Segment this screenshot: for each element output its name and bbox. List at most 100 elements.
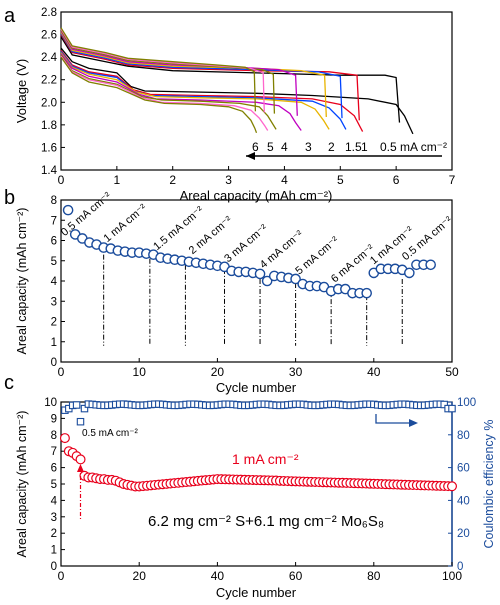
chart-a-rate-labels: 6 5 4 3 2 1.5 1 0.5 mA cm⁻² bbox=[252, 140, 447, 154]
rate-label: 4 bbox=[281, 140, 288, 154]
x-tick-label: 10 bbox=[133, 365, 147, 379]
discharge-curve bbox=[60, 54, 277, 130]
rate-label: 6 bbox=[252, 140, 259, 154]
y-tick-label: 2.4 bbox=[41, 52, 58, 64]
charge-curve bbox=[60, 28, 265, 113]
right-y-tick-label: 0 bbox=[457, 561, 463, 573]
discharge-curve bbox=[60, 47, 414, 135]
coulombic-efficiency-point bbox=[80, 404, 89, 413]
right-y-tick-label: 100 bbox=[457, 397, 476, 409]
rate-label: 3 bbox=[305, 140, 312, 154]
chart-b-x-label: Cycle number bbox=[216, 380, 297, 395]
rate-label: 2 bbox=[328, 140, 335, 154]
right-y-tick-label: 40 bbox=[457, 495, 470, 507]
charge-curve bbox=[60, 29, 276, 114]
y-tick-label: 9 bbox=[51, 413, 57, 425]
y-tick-label: 0 bbox=[51, 561, 57, 573]
chart-c-x-label: Cycle number bbox=[216, 585, 297, 600]
chart-b-y-ticks: 0 1 2 3 4 5 6 7 8 bbox=[51, 195, 65, 369]
y-tick-label: 2 bbox=[51, 528, 57, 540]
y-tick-label: 6 bbox=[51, 463, 57, 475]
x-tick-label: 0 bbox=[58, 365, 65, 379]
x-tick-label: 50 bbox=[445, 365, 459, 379]
y-tick-label: 1 bbox=[51, 545, 57, 557]
rate-label: 1 bbox=[361, 140, 368, 154]
y-tick-label: 7 bbox=[51, 446, 57, 458]
y-tick-label: 2.6 bbox=[41, 30, 57, 42]
discharge-curve bbox=[60, 52, 330, 130]
rate-label: 6 mA cm⁻² bbox=[329, 242, 377, 285]
x-tick-label: 3 bbox=[225, 173, 232, 187]
chart-a-frame bbox=[60, 11, 453, 171]
chart-b-x-ticks: 0 10 20 30 40 50 bbox=[58, 358, 459, 379]
chart-b-rate-dividers bbox=[103, 254, 403, 346]
chart-b-y-label: Areal capacity (mAh cm⁻²) bbox=[15, 208, 29, 355]
chart-c-ce-arrow bbox=[375, 414, 411, 424]
capacity-point bbox=[59, 433, 70, 444]
discharge-curve bbox=[60, 51, 347, 130]
y-tick-label: 4 bbox=[51, 276, 58, 288]
capacity-point bbox=[261, 275, 273, 287]
charge-curve bbox=[60, 30, 298, 116]
x-tick-label: 20 bbox=[211, 365, 225, 379]
chart-c-ce-arrowhead bbox=[409, 419, 418, 427]
chart-a-rate-arrowhead bbox=[246, 152, 255, 160]
coulombic-efficiency-point bbox=[76, 417, 85, 426]
panel-letter-b: b bbox=[4, 187, 15, 209]
y-tick-label: 1.8 bbox=[41, 120, 57, 132]
x-tick-label: 7 bbox=[449, 173, 456, 187]
charge-curve bbox=[60, 36, 401, 123]
x-tick-label: 6 bbox=[393, 173, 400, 187]
x-tick-label: 2 bbox=[169, 173, 176, 187]
coulombic-efficiency-point bbox=[440, 400, 448, 409]
panel-letter-a: a bbox=[4, 5, 16, 27]
capacity-point bbox=[361, 287, 372, 299]
chart-c-right-y-ticks: 0 20 40 60 80 100 bbox=[448, 397, 476, 573]
chart-c-coulombic-efficiency-points bbox=[61, 400, 456, 426]
chart-c-annotation-0p5: 0.5 mA cm⁻² bbox=[82, 428, 139, 439]
x-tick-label: 40 bbox=[367, 365, 381, 379]
chart-c-right-y-label: Coulombic efficiency % bbox=[482, 420, 496, 549]
x-tick-label: 1 bbox=[114, 173, 121, 187]
capacity-point bbox=[290, 273, 301, 285]
chart-c-y-label: Areal capacity (mAh cm⁻²) bbox=[15, 411, 29, 558]
chart-c-x-ticks: 0 20 40 60 80 100 bbox=[58, 562, 462, 583]
chart-c-annotation-1: 1 mA cm⁻² bbox=[232, 451, 299, 467]
x-tick-label: 0 bbox=[58, 173, 65, 187]
chart-b-points bbox=[62, 204, 436, 299]
y-tick-label: 1.4 bbox=[41, 165, 58, 177]
y-tick-label: 4 bbox=[51, 495, 58, 507]
y-tick-label: 5 bbox=[51, 256, 57, 268]
rate-label: 5 bbox=[267, 140, 274, 154]
chart-a-x-label: Areal capacity (mAh cm⁻²) bbox=[180, 188, 333, 203]
charge-curve bbox=[60, 33, 343, 119]
y-tick-label: 2.0 bbox=[41, 97, 57, 109]
x-tick-label: 30 bbox=[289, 365, 303, 379]
chart-c-y-ticks: 0 1 2 3 4 5 6 7 8 9 10 bbox=[44, 397, 65, 573]
capacity-point bbox=[62, 204, 74, 216]
y-tick-label: 3 bbox=[51, 296, 57, 308]
capacity-point bbox=[447, 481, 458, 492]
capacity-point bbox=[425, 259, 436, 271]
x-tick-label: 100 bbox=[442, 569, 462, 583]
y-tick-label: 3 bbox=[51, 512, 57, 524]
capacity-point bbox=[75, 454, 86, 465]
x-tick-label: 5 bbox=[337, 173, 344, 187]
y-tick-label: 7 bbox=[51, 215, 57, 227]
discharge-curve bbox=[60, 56, 258, 134]
coulombic-efficiency-point bbox=[448, 404, 456, 413]
rate-label: 1 mA cm⁻² bbox=[101, 202, 149, 245]
y-tick-label: 2.8 bbox=[41, 7, 57, 19]
x-tick-label: 40 bbox=[211, 569, 225, 583]
charge-curve bbox=[60, 34, 360, 121]
charge-curve bbox=[60, 31, 327, 118]
x-tick-label: 80 bbox=[367, 569, 381, 583]
chart-a-y-label: Voltage (V) bbox=[14, 59, 29, 123]
chart-c-annotation-loading: 6.2 mg cm⁻² S+6.1 mg cm⁻² Mo₆S₈ bbox=[148, 513, 384, 530]
x-tick-label: 20 bbox=[133, 569, 147, 583]
chart-a-curves bbox=[60, 27, 414, 135]
